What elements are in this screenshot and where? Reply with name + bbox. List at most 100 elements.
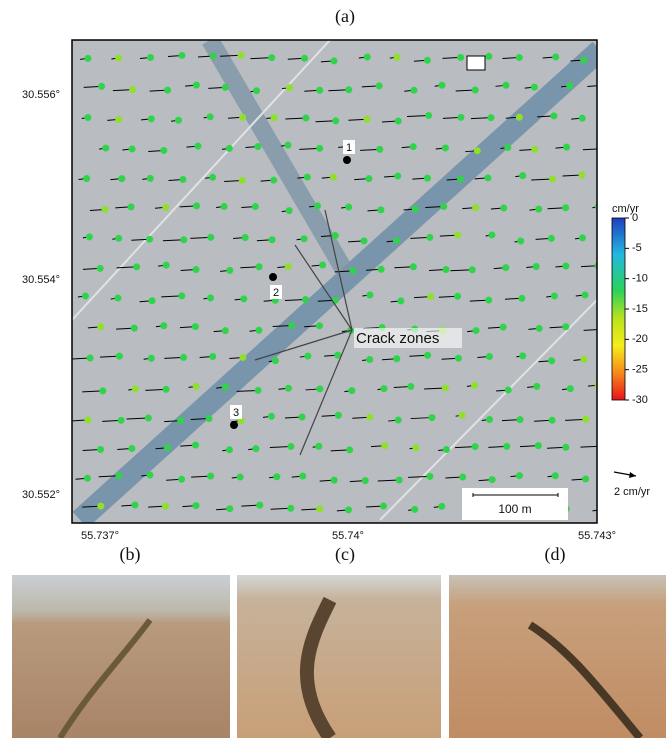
velocity-dot	[314, 202, 321, 209]
velocity-dot	[316, 87, 323, 94]
velocity-dot	[346, 446, 353, 453]
velocity-dot	[489, 476, 496, 483]
velocity-dot	[473, 327, 480, 334]
panel-label: (d)	[545, 544, 566, 565]
velocity-dot	[272, 357, 279, 364]
velocity-dot	[302, 114, 309, 121]
colorbar-tick-label: -10	[632, 273, 648, 285]
velocity-dot	[84, 55, 91, 62]
velocity-dot	[331, 477, 338, 484]
velocity-dot	[84, 114, 91, 121]
velocity-dot	[454, 293, 461, 300]
velocity-dot	[133, 263, 140, 270]
velocity-dot	[502, 264, 509, 271]
velocity-dot	[116, 472, 123, 479]
velocity-dot	[206, 415, 213, 422]
velocity-dot	[268, 54, 275, 61]
photo	[449, 575, 666, 738]
velocity-dot	[178, 52, 185, 59]
colorbar-tick-label: 0	[632, 212, 638, 224]
velocity-dot	[533, 383, 540, 390]
velocity-dot	[331, 57, 338, 64]
velocity-dot	[519, 172, 526, 179]
velocity-dot	[286, 84, 293, 91]
colorbar-ticks: 0-5-10-15-20-25-30	[625, 212, 648, 406]
velocity-dot	[503, 443, 510, 450]
velocity-dot	[410, 87, 417, 94]
velocity-dot	[316, 385, 323, 392]
velocity-dot	[209, 353, 216, 360]
velocity-dot	[426, 473, 433, 480]
colorbar-tick-label: -5	[632, 242, 642, 254]
velocity-dot	[118, 417, 125, 424]
velocity-dot	[269, 236, 276, 243]
velocity-dot	[472, 443, 479, 450]
velocity-dot	[457, 114, 464, 121]
velocity-dot	[207, 294, 214, 301]
velocity-dot	[380, 503, 387, 510]
velocity-dot	[332, 297, 339, 304]
velocity-dot	[148, 355, 155, 362]
velocity-dot	[516, 54, 523, 61]
velocity-dot	[395, 417, 402, 424]
velocity-dot	[316, 322, 323, 329]
velocity-dot	[488, 232, 495, 239]
velocity-dot	[288, 322, 295, 329]
velocity-dot	[376, 146, 383, 153]
velocity-dot	[242, 234, 249, 241]
velocity-dot	[531, 146, 538, 153]
site-point	[269, 273, 277, 281]
velocity-dot	[226, 505, 233, 512]
site-point	[230, 421, 238, 429]
velocity-dot	[548, 235, 555, 242]
velocity-dot	[579, 172, 586, 179]
velocity-dot	[381, 442, 388, 449]
velocity-dot	[256, 263, 263, 270]
velocity-dot	[128, 203, 135, 210]
velocity-dot	[442, 384, 449, 391]
velocity-dot	[192, 323, 199, 330]
velocity-dot	[550, 112, 557, 119]
velocity-dot	[118, 175, 125, 182]
velocity-dot	[345, 506, 352, 513]
velocity-dot	[535, 206, 542, 213]
inset-marker	[467, 56, 485, 70]
velocity-dot	[472, 86, 479, 93]
velocity-dot	[180, 236, 187, 243]
velocity-dot	[179, 176, 186, 183]
velocity-dot	[552, 472, 559, 479]
velocity-dot	[551, 292, 558, 299]
velocity-dot	[285, 263, 292, 270]
velocity-dot	[316, 505, 323, 512]
velocity-dot	[549, 176, 556, 183]
velocity-dot	[271, 114, 278, 121]
site-label: 1	[346, 142, 352, 154]
velocity-dot	[301, 235, 308, 242]
velocity-dot	[129, 145, 136, 152]
velocity-dot	[83, 175, 90, 182]
velocity-dot	[407, 383, 414, 390]
vector-scale-label: 2 cm/yr	[614, 486, 650, 498]
velocity-dot	[237, 474, 244, 481]
site-label: 3	[233, 407, 239, 419]
velocity-dot	[485, 297, 492, 304]
velocity-dot	[97, 265, 104, 272]
lon-tick-label: 55.743°	[578, 530, 616, 542]
velocity-dot	[552, 53, 559, 60]
velocity-dot	[485, 53, 492, 60]
velocity-dot	[287, 505, 294, 512]
velocity-dot	[488, 114, 495, 121]
velocity-dot	[239, 354, 246, 361]
page: {"figure": { "panel_labels": ["(a)", "(b…	[0, 0, 666, 738]
velocity-dot	[393, 237, 400, 244]
lat-tick-label: 30.556°	[22, 89, 60, 101]
velocity-dot	[427, 293, 434, 300]
velocity-dot	[304, 174, 311, 181]
velocity-dot	[485, 174, 492, 181]
velocity-dot	[362, 477, 369, 484]
velocity-dot	[443, 266, 450, 273]
velocity-dot	[177, 417, 184, 424]
velocity-dot	[457, 54, 464, 61]
velocity-dot	[226, 267, 233, 274]
velocity-dot	[412, 444, 419, 451]
